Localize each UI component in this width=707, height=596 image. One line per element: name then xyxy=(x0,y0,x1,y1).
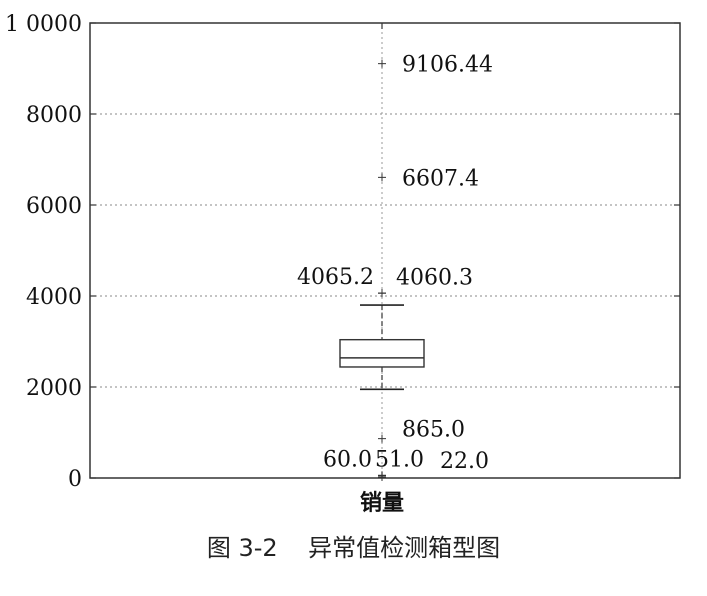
figure-number: 图 3-2 xyxy=(206,534,278,562)
plot-border xyxy=(89,22,681,479)
y-tick-label: 2000 xyxy=(26,376,82,401)
iqr-box xyxy=(339,338,425,368)
box-plot-chart: 0 2000 4000 6000 8000 1 0000 9106.44 6607.4 406… xyxy=(5,12,681,516)
plot-frame xyxy=(89,22,681,479)
y-tick-label: 0 xyxy=(68,467,82,492)
outlier-label: 4060.3 xyxy=(396,265,473,290)
x-category-label: 销量 xyxy=(360,491,404,516)
figure-caption: 图 3-2 异常值检测箱型图 xyxy=(0,528,707,563)
outlier-label: 865.0 xyxy=(402,418,465,443)
outlier-label: 60.0 xyxy=(323,447,372,472)
y-tick-label: 8000 xyxy=(26,103,82,128)
outlier-label: 51.0 xyxy=(375,448,424,473)
outlier-label: 9106.44 xyxy=(402,53,493,78)
outlier-label: 4065.2 xyxy=(297,265,374,290)
x-axis-category: 销量 xyxy=(360,491,404,516)
outlier-label: 22.0 xyxy=(440,449,489,474)
outlier-label: 6607.4 xyxy=(402,166,479,191)
y-axis-ticks: 0 2000 4000 6000 8000 1 0000 xyxy=(5,12,680,492)
grid-lines xyxy=(90,27,680,474)
outliers: 9106.44 6607.4 4065.2 4060.3 865.0 60.0 51.0 22… xyxy=(297,53,493,481)
y-tick-label: 6000 xyxy=(26,194,82,219)
y-tick-label: 1 0000 xyxy=(5,12,82,37)
y-tick-label: 4000 xyxy=(26,285,82,310)
box-plot xyxy=(339,304,425,391)
figure-title: 异常值检测箱型图 xyxy=(308,534,501,562)
